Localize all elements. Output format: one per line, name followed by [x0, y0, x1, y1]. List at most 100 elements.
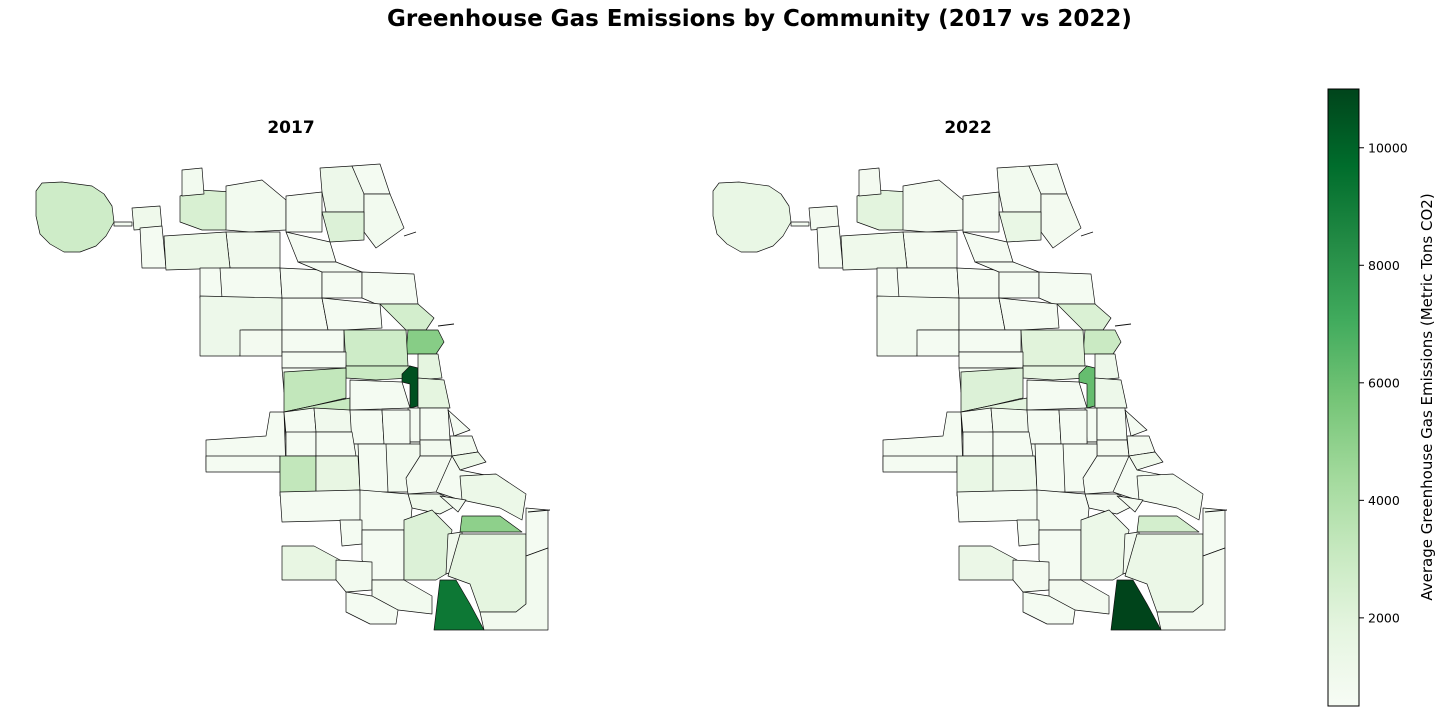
community-area-west-englewood-2022: [1034, 443, 1066, 493]
community-area-forest-glen-2022: [902, 179, 964, 233]
community-area-lake-view-2017: [361, 271, 419, 305]
community-area-humboldt-park-2022: [958, 329, 1022, 353]
community-area-douglas-2022: [1096, 407, 1128, 441]
community-area-gage-park-2022: [992, 431, 1034, 457]
community-area-nw-edge-2017: [113, 221, 133, 227]
community-area-avalon-park-2017: [439, 495, 467, 513]
community-area-austin-2017: [281, 351, 347, 369]
community-area-uptown-2022: [998, 211, 1042, 243]
community-area-north-park-2017: [285, 191, 323, 233]
community-area-grand-boulevard-2022: [1096, 439, 1130, 457]
community-area-near-south-2022: [1094, 377, 1128, 409]
community-area-lower-west-side-2017: [349, 379, 411, 411]
map-panel-2017: 2017: [35, 118, 551, 631]
community-area-logan-square-2022: [998, 297, 1060, 331]
colorbar-tick-label: 10000: [1368, 140, 1408, 155]
community-area-edison-strip-2022: [816, 225, 844, 269]
community-area-edgewater-2022: [1040, 193, 1082, 249]
community-area-brighton-park-2022: [990, 407, 1030, 433]
community-area-hermosa-2022: [956, 267, 1000, 299]
colorbar-label: Average Greenhouse Gas Emissions (Metric…: [1418, 193, 1436, 600]
community-area-near-west-2017: [345, 365, 411, 381]
community-area-clearing-2022: [882, 455, 958, 473]
community-area-hermosa-2017: [279, 267, 323, 299]
community-area-uptown-2017: [321, 211, 365, 243]
community-area-edison-strip-2017: [139, 225, 167, 269]
community-area-humboldt-park-2017: [281, 329, 345, 353]
community-area-edgewater-2017: [363, 193, 405, 249]
community-area-irving-park-2017: [163, 231, 231, 271]
community-area-loop-2017: [401, 365, 419, 409]
colorbar: 2000 4000 6000 8000 10000 Average Greenhouse…: [1327, 88, 1436, 707]
community-area-west-pullman-2017: [345, 591, 399, 625]
community-area-near-south-2017: [417, 377, 451, 409]
community-area-morgan-park-2017: [335, 559, 373, 593]
community-area-belmont-cragin-2022: [958, 297, 1006, 331]
community-area-west-lawn-2022: [956, 455, 994, 497]
community-area-ashburn-2022: [956, 489, 1040, 523]
community-area-bridgeport-2017: [381, 409, 411, 445]
community-area-oakland-2022: [1124, 409, 1148, 437]
colorbar-tick-label: 2000: [1368, 610, 1400, 625]
lakefront-pier-lines-2022: [1080, 231, 1228, 513]
colorbar-gradient: [1327, 88, 1360, 707]
community-area-avalon-park-2022: [1116, 495, 1144, 513]
colorbar-tick-label: 4000: [1368, 493, 1400, 508]
community-area-north-park-2022: [962, 191, 1000, 233]
community-area-brighton-park-2017: [313, 407, 353, 433]
community-area-edison-park-2017: [181, 167, 205, 197]
lakefront-pier-lines-2017: [403, 231, 551, 513]
community-area-beverly-2022: [1016, 519, 1040, 547]
figure-title: Greenhouse Gas Emissions by Community (2…: [387, 6, 1132, 32]
community-area-ashburn-2017: [279, 489, 363, 523]
community-area-mckinley-park-2017: [349, 409, 385, 445]
colorbar-tick-label: 8000: [1368, 258, 1400, 273]
community-area-north-lawndale-2017: [283, 367, 347, 413]
community-area-irving-park-2022: [840, 231, 908, 271]
community-area-grand-boulevard-2017: [419, 439, 453, 457]
community-area-mount-greenwood-2017: [281, 545, 341, 581]
community-area-mount-greenwood-2022: [958, 545, 1018, 581]
community-area-morgan-park-2022: [1012, 559, 1050, 593]
community-area-roseland-2017: [403, 509, 453, 581]
community-area-ohare-2017: [35, 181, 115, 253]
community-area-north-lawndale-2022: [960, 367, 1024, 413]
community-area-gage-park-2017: [315, 431, 357, 457]
community-area-near-north-2022: [1082, 329, 1122, 355]
community-area-beverly-2017: [339, 519, 363, 547]
community-area-nw-edge-2022: [790, 221, 810, 227]
community-area-west-elsdon-2022: [962, 431, 994, 457]
community-area-chicago-lawn-2022: [992, 455, 1038, 493]
community-area-albany-park-2017: [225, 231, 281, 269]
community-area-riverdale-2017: [433, 579, 485, 631]
community-area-west-elsdon-2017: [285, 431, 317, 457]
community-area-west-town-2022: [1020, 329, 1086, 367]
community-area-douglas-2017: [419, 407, 451, 441]
community-area-loop-east-2017: [417, 353, 443, 381]
community-area-loop-2022: [1078, 365, 1096, 409]
community-area-near-north-2017: [405, 329, 445, 355]
community-area-edison-park-2022: [858, 167, 882, 197]
colorbar-tick-label: 6000: [1368, 375, 1400, 390]
community-area-lincoln-park-2022: [1056, 303, 1112, 331]
colorbar-ticks: 2000 4000 6000 8000 10000: [1359, 140, 1408, 625]
panel-title-2017: 2017: [267, 118, 314, 138]
community-area-avondale-2017: [321, 269, 363, 299]
community-area-oakland-2017: [447, 409, 471, 437]
community-area-bridgeport-2022: [1058, 409, 1088, 445]
community-areas-2017: [35, 163, 551, 631]
community-area-jefferson-park-2022: [896, 267, 960, 299]
community-area-jefferson-park-2017: [219, 267, 283, 299]
community-area-lincoln-park-2017: [379, 303, 435, 331]
community-area-south-shore-2017: [459, 473, 527, 521]
community-area-loop-east-2022: [1094, 353, 1120, 381]
community-area-hegewisch-2017: [479, 547, 549, 631]
community-area-roseland-2022: [1080, 509, 1130, 581]
community-area-chicago-lawn-2017: [315, 455, 361, 493]
community-area-south-chicago-2022: [1136, 515, 1200, 533]
community-area-mckinley-park-2022: [1026, 409, 1062, 445]
community-area-west-englewood-2017: [357, 443, 389, 493]
community-area-avondale-2022: [998, 269, 1040, 299]
community-areas-2022: [712, 163, 1228, 631]
community-area-ohare-2022: [712, 181, 792, 253]
